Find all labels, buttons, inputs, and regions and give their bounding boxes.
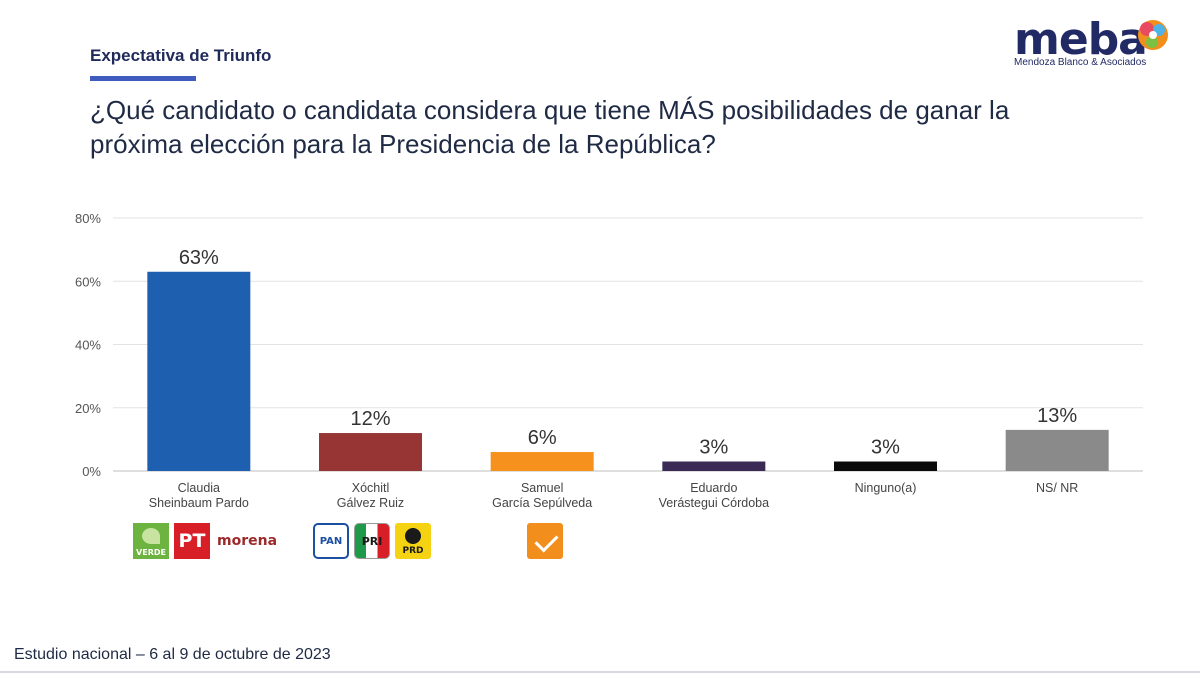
y-tick-label: 60% (75, 274, 101, 289)
brand-logo: meba Mendoza Blanco & Asociados (1010, 14, 1180, 70)
pan-logo-icon: PAN (313, 523, 349, 559)
bar (1005, 429, 1109, 471)
x-tick-label: Sheinbaum Pardo (149, 496, 249, 510)
movimiento-ciudadano-logo-icon (527, 523, 563, 559)
data-label: 63% (179, 247, 219, 269)
data-label: 12% (350, 408, 390, 430)
footer-note: Estudio nacional – 6 al 9 de octubre de … (14, 646, 331, 663)
pri-logo-icon: PRI (354, 523, 390, 559)
bar (490, 452, 594, 471)
verde-logo-icon: VERDE (133, 523, 169, 559)
section-label: Expectativa de Triunfo (90, 46, 272, 65)
brand-name: meba (1014, 14, 1148, 65)
x-tick-label: García Sepúlveda (492, 496, 592, 510)
x-tick-label: Eduardo (690, 481, 737, 495)
bar (662, 461, 766, 471)
brand-mark-icon (1138, 20, 1168, 50)
brand-subtitle: Mendoza Blanco & Asociados (1014, 57, 1147, 68)
x-tick-label: Verástegui Córdoba (659, 496, 770, 510)
footer-divider (0, 671, 1200, 673)
x-tick-label: Xóchitl (352, 481, 390, 495)
data-label: 13% (1037, 405, 1077, 427)
bar (834, 461, 937, 471)
section-underline (90, 76, 196, 81)
pt-logo-icon: PT (174, 523, 210, 559)
logos-galvez: PAN PRI PRD (313, 523, 431, 559)
x-tick-label: Ninguno(a) (855, 481, 917, 495)
x-tick-label: NS/ NR (1036, 481, 1078, 495)
question-title: ¿Qué candidato o candidata considera que… (90, 95, 1010, 159)
prd-logo-icon: PRD (395, 523, 431, 559)
logos-garcia (527, 523, 563, 559)
logos-sheinbaum: VERDE PT morena (133, 523, 277, 559)
bar (147, 271, 251, 471)
data-label: 6% (528, 427, 557, 449)
y-tick-label: 0% (82, 464, 101, 479)
data-label: 3% (871, 437, 900, 459)
bar (319, 433, 422, 471)
data-label: 3% (699, 437, 728, 459)
morena-logo-icon: morena (217, 533, 278, 549)
x-tick-label: Samuel (521, 481, 563, 495)
y-tick-label: 40% (75, 338, 101, 353)
x-tick-label: Claudia (178, 481, 220, 495)
y-tick-label: 80% (75, 211, 101, 226)
x-tick-label: Gálvez Ruiz (337, 496, 404, 510)
y-tick-label: 20% (75, 401, 101, 416)
